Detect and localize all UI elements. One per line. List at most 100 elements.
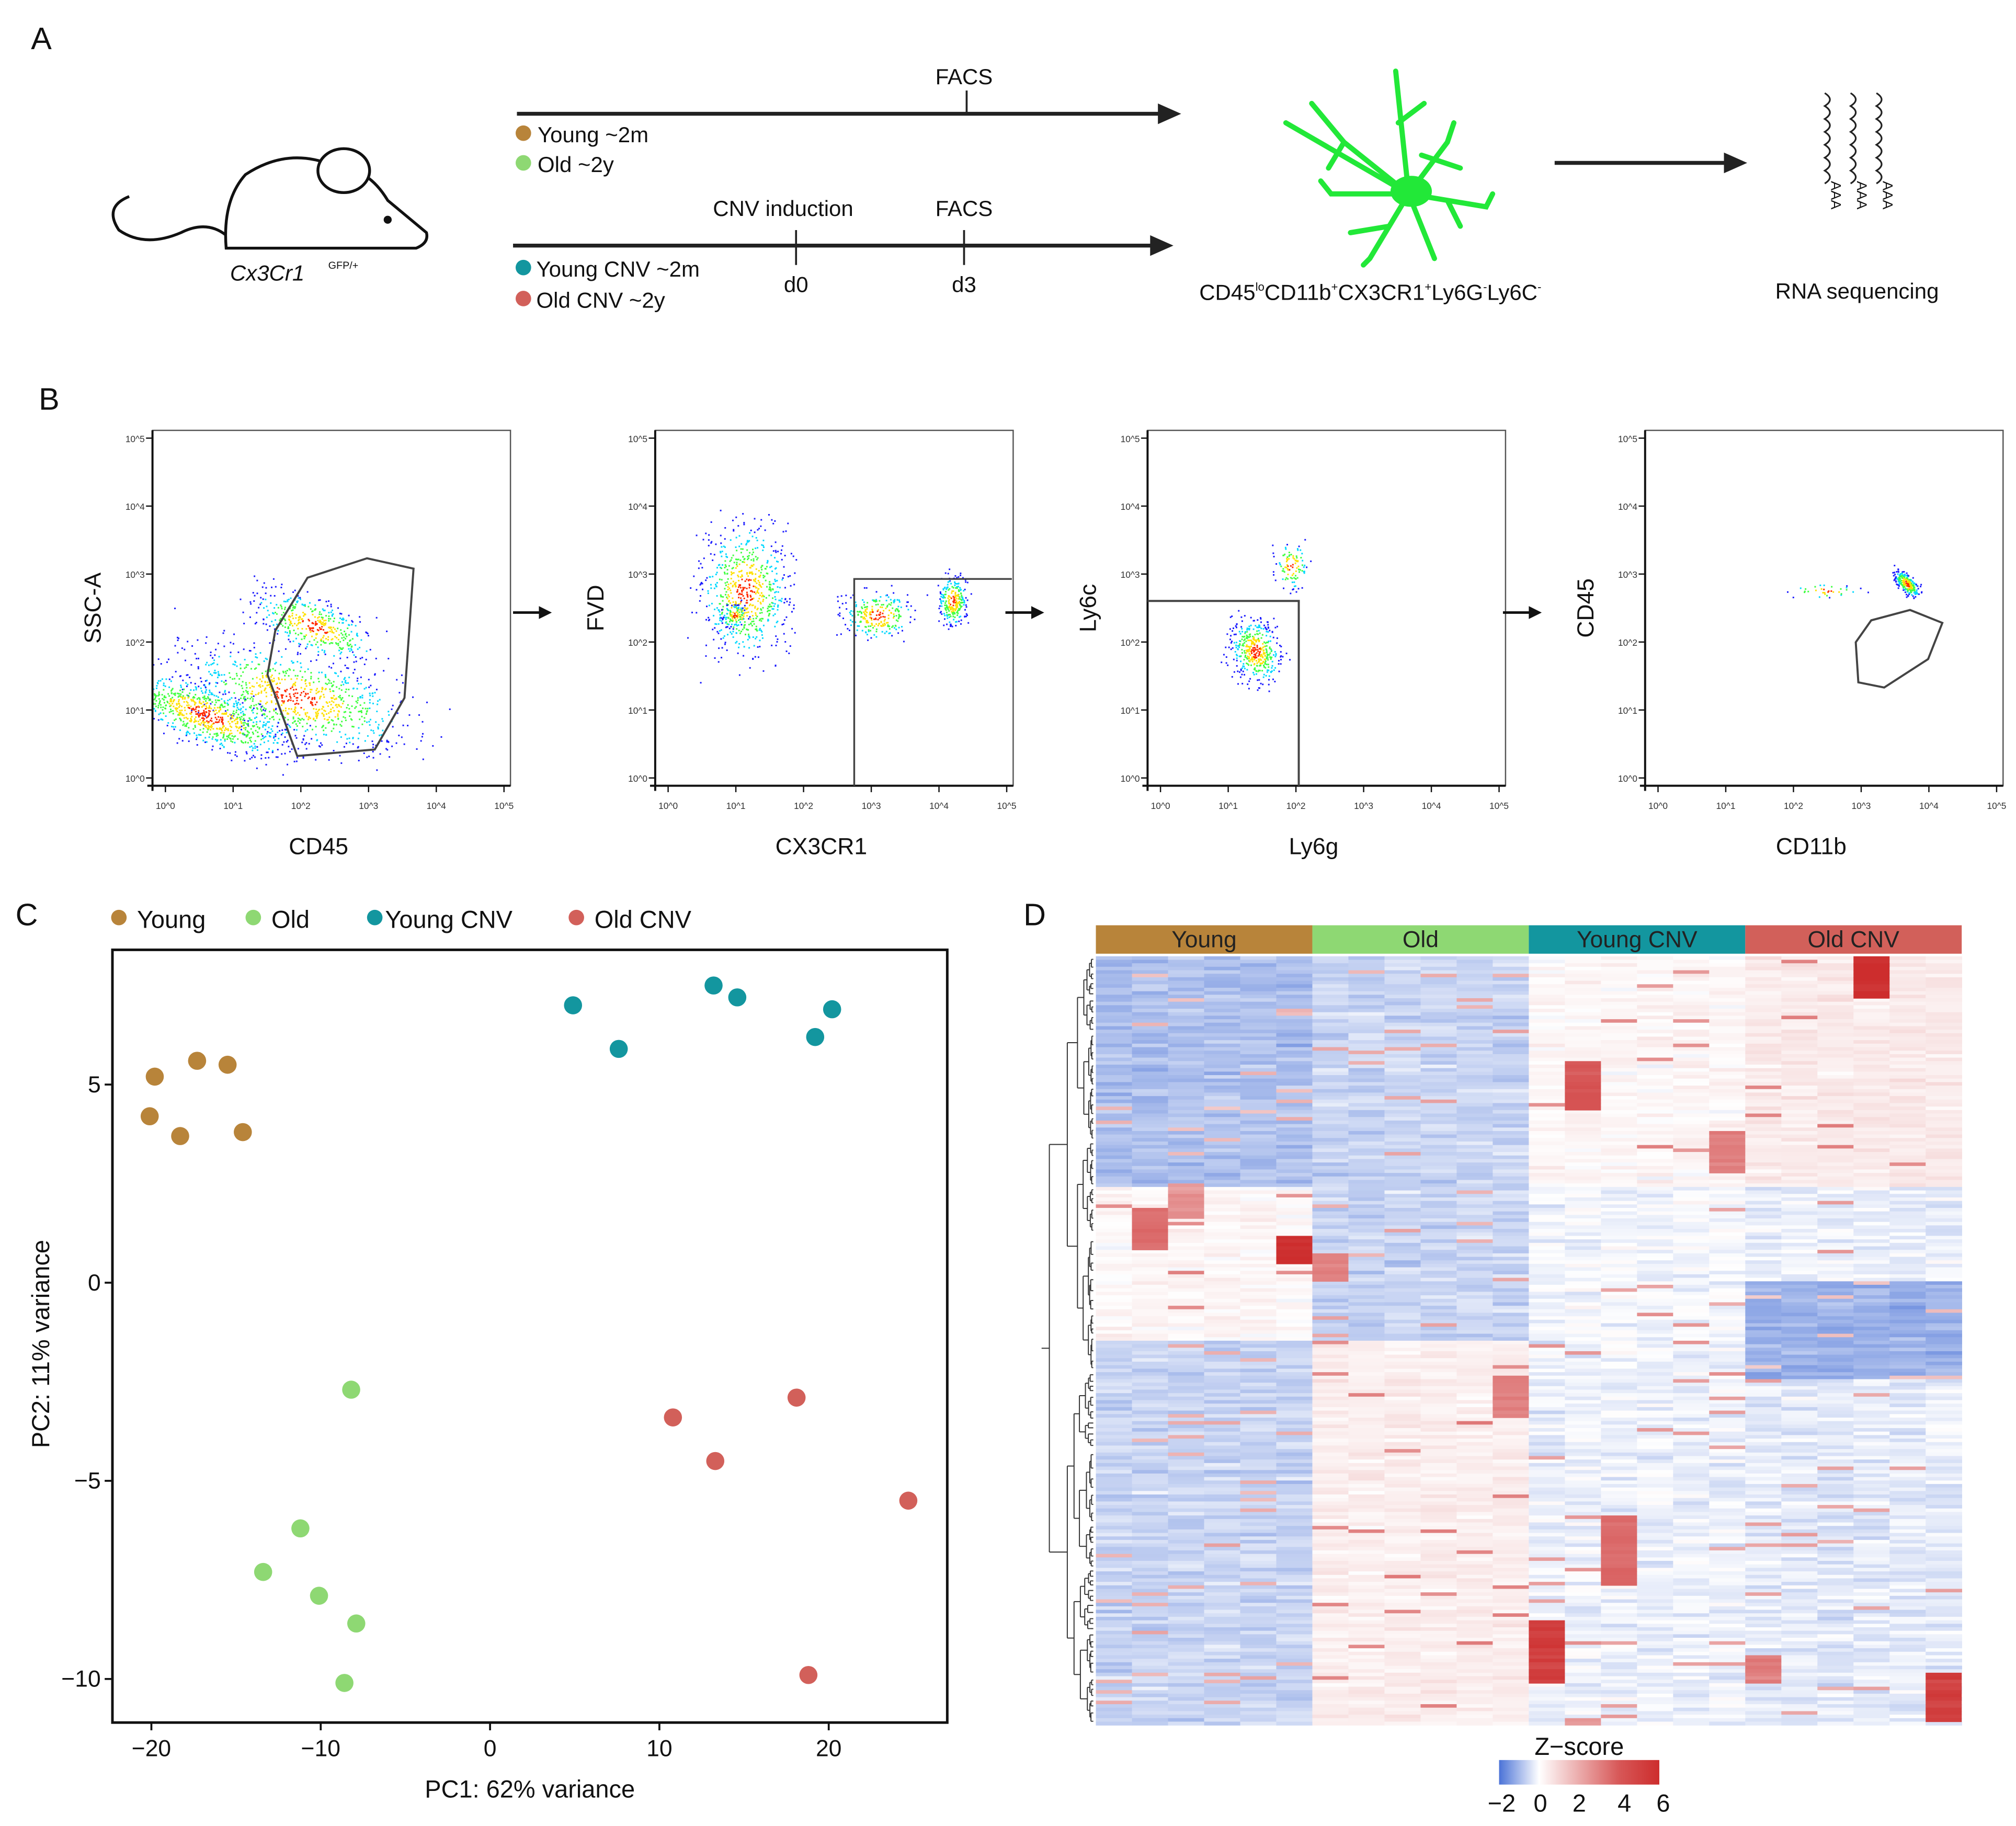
- event-dot: [766, 562, 768, 564]
- event-dot: [1259, 687, 1260, 689]
- event-dot: [898, 616, 900, 618]
- event-dot: [212, 663, 213, 665]
- event-dot: [954, 584, 956, 586]
- event-dot: [323, 635, 325, 637]
- event-dot: [742, 607, 744, 609]
- event-dot: [1237, 683, 1239, 685]
- event-dot: [770, 588, 772, 590]
- event-dot: [871, 610, 873, 612]
- event-dot: [768, 606, 770, 608]
- event-dot: [730, 611, 732, 613]
- heatmap-cell: [1529, 1022, 1566, 1027]
- event-dot: [304, 613, 306, 615]
- heatmap-cell: [1096, 1015, 1133, 1020]
- heatmap-cell: [1853, 1036, 1890, 1041]
- event-dot: [361, 697, 363, 699]
- event-dot: [422, 721, 424, 723]
- heatmap-cell: [1637, 991, 1674, 996]
- event-dot: [307, 606, 310, 608]
- heatmap-cell: [1168, 995, 1205, 999]
- event-dot: [293, 669, 295, 671]
- heatmap-cell: [1565, 977, 1602, 982]
- event-dot: [761, 544, 763, 546]
- event-dot: [755, 577, 757, 579]
- event-dot: [749, 599, 751, 601]
- event-dot: [875, 614, 878, 617]
- event-dot: [891, 635, 893, 637]
- event-dot: [372, 757, 374, 759]
- event-dot: [761, 634, 763, 636]
- event-dot: [731, 633, 733, 635]
- event-dot: [1233, 671, 1235, 673]
- event-dot: [743, 626, 745, 628]
- event-dot: [1916, 592, 1918, 594]
- event-dot: [311, 728, 313, 731]
- event-dot: [738, 616, 741, 618]
- event-dot: [275, 707, 277, 710]
- event-dot: [708, 604, 710, 607]
- event-dot: [1265, 648, 1267, 650]
- event-dot: [774, 603, 776, 605]
- event-dot: [335, 630, 337, 632]
- heatmap-cell: [1456, 1012, 1494, 1017]
- heatmap-cell: [1240, 987, 1277, 992]
- event-dot: [261, 680, 263, 682]
- event-dot: [1303, 566, 1305, 568]
- heatmap-cell: [1420, 1005, 1457, 1009]
- event-dot: [898, 599, 900, 601]
- heatmap-cell: [1637, 960, 1674, 964]
- event-dot: [1905, 584, 1907, 586]
- heatmap-cell: [1673, 998, 1710, 1002]
- event-dot: [355, 625, 357, 627]
- event-dot: [1909, 580, 1911, 582]
- heatmap-cell: [1637, 1012, 1674, 1017]
- heatmap-cell: [1709, 1033, 1746, 1037]
- event-dot: [961, 599, 963, 601]
- event-dot: [345, 637, 347, 640]
- event-dot: [198, 657, 199, 659]
- event-dot: [762, 600, 764, 602]
- event-dot: [212, 736, 214, 738]
- heatmap-cell: [1601, 995, 1638, 999]
- heatmap-cell: [1529, 987, 1566, 992]
- heatmap-cell: [1493, 1036, 1530, 1041]
- event-dot: [247, 723, 249, 725]
- event-dot: [768, 583, 770, 585]
- event-dot: [726, 596, 728, 598]
- event-dot: [258, 728, 260, 730]
- event-dot: [230, 642, 232, 644]
- event-dot: [1266, 656, 1268, 658]
- event-dot: [193, 689, 195, 691]
- event-dot: [277, 732, 279, 734]
- event-dot: [317, 620, 319, 622]
- event-dot: [240, 707, 242, 710]
- event-dot: [1252, 620, 1255, 622]
- event-dot: [1804, 590, 1806, 592]
- event-dot: [764, 529, 766, 531]
- event-dot: [1805, 588, 1807, 590]
- event-dot: [259, 744, 261, 746]
- event-dot: [864, 610, 867, 612]
- event-dot: [277, 749, 279, 750]
- event-dot: [170, 680, 172, 682]
- event-dot: [197, 713, 199, 715]
- event-dot: [1239, 676, 1242, 678]
- event-dot: [199, 719, 201, 721]
- event-dot: [1271, 667, 1273, 669]
- event-dot: [1267, 655, 1269, 657]
- event-dot: [206, 636, 208, 638]
- heatmap-cell: [1889, 980, 1926, 985]
- heatmap-cell: [1168, 974, 1205, 978]
- heatmap-cell: [1493, 1022, 1530, 1027]
- x-tick-label: 10^5: [494, 801, 514, 811]
- event-dot: [251, 661, 253, 663]
- event-dot: [323, 734, 325, 736]
- event-dot: [731, 557, 733, 559]
- heatmap-cell: [1709, 1036, 1746, 1041]
- event-dot: [759, 627, 761, 630]
- event-dot: [311, 644, 313, 646]
- event-dot: [256, 612, 258, 614]
- event-dot: [954, 608, 956, 610]
- event-dot: [875, 600, 878, 602]
- event-dot: [738, 563, 741, 565]
